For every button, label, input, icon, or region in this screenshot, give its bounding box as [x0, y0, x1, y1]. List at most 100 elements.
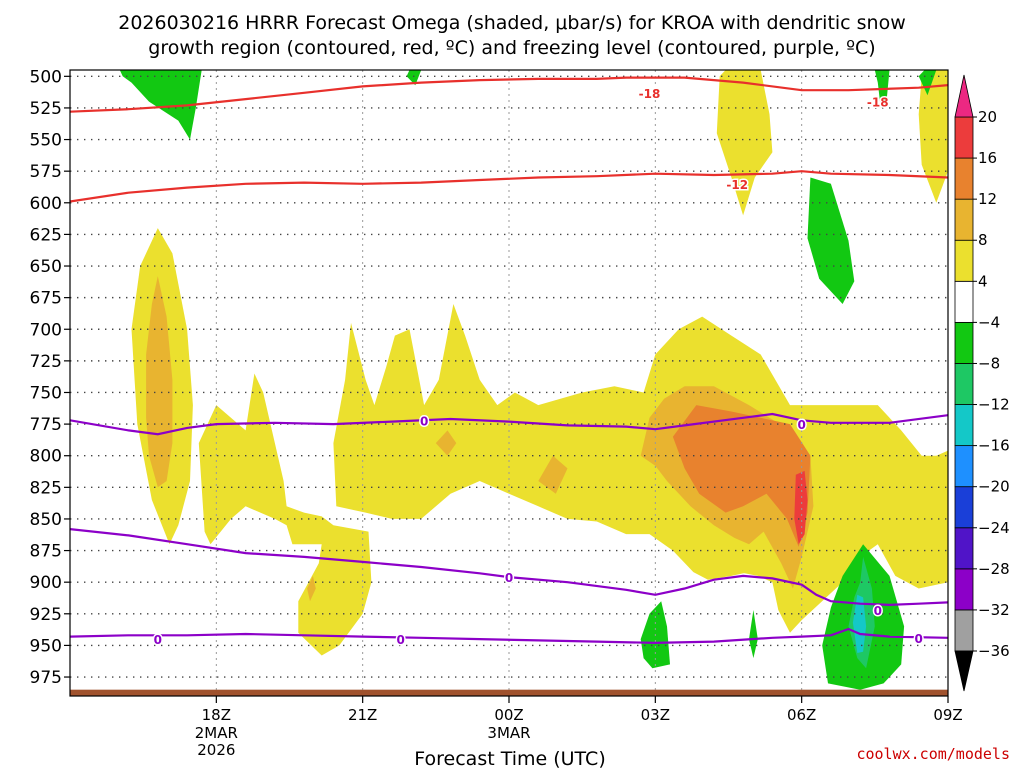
- dgz-contour-label: -18: [867, 96, 889, 110]
- colorbar-label: 16: [978, 149, 997, 167]
- freezing-contour-label: 0: [420, 414, 428, 428]
- dgz-contour--12: [70, 170, 948, 203]
- colorbar-segment: [954, 363, 974, 405]
- colorbar-label: 20: [978, 108, 997, 126]
- freezing-contour-label: 0: [797, 418, 805, 432]
- ground-bar: [70, 689, 948, 696]
- colorbar-segment: [954, 609, 974, 652]
- contour-labels: -18 -18 -12 0 0 0 0 0 0 0: [152, 85, 924, 648]
- colorbar-segment: [954, 198, 974, 241]
- omega-region-m4tom8: [1001, 215, 1024, 361]
- x-axis-label: Forecast Time (UTC): [414, 748, 605, 768]
- y-tick-label: 900: [30, 573, 62, 593]
- colorbar-segment: [954, 321, 974, 364]
- colorbar-label: −20: [978, 478, 1010, 496]
- x-tick-date: 3MAR: [487, 724, 530, 742]
- x-tick-label: 09Z: [933, 706, 962, 724]
- omega-region-m4tom8: [119, 70, 202, 140]
- freezing-level-contour: [70, 528, 948, 607]
- y-tick-label: 825: [30, 478, 62, 498]
- y-tick-label: 800: [30, 447, 62, 467]
- y-tick-label: 700: [30, 320, 62, 340]
- colorbar-label: −16: [978, 437, 1010, 455]
- x-tick-label: 21Z: [348, 706, 377, 724]
- colorbar-label: −24: [978, 519, 1010, 537]
- omega-shading: [119, 70, 1024, 690]
- omega-region-16to20: [794, 470, 808, 545]
- colorbar-label: 8: [978, 231, 988, 249]
- omega-region-8to12: [538, 455, 568, 494]
- y-tick-label: 650: [30, 257, 62, 277]
- dgz-contour-label: -18: [639, 87, 661, 101]
- colorbar-label: 12: [978, 190, 997, 208]
- y-tick-label: 725: [30, 352, 62, 372]
- y-tick-label: 775: [30, 415, 62, 435]
- grid-lines: [70, 70, 948, 696]
- colorbar-label: −4: [978, 313, 1000, 331]
- freezing-level-contour: [70, 412, 948, 436]
- omega-region-4to8: [198, 373, 372, 656]
- colorbar-segment: [954, 280, 974, 323]
- y-tick-label: 500: [30, 67, 62, 87]
- x-tick-label: 06Z: [787, 706, 816, 724]
- colorbar-segment: [954, 527, 974, 570]
- colorbar-segment: [954, 239, 974, 282]
- colorbar-segment: [954, 157, 974, 200]
- omega-region-m4tom8: [749, 610, 758, 659]
- colorbar-over-arrow: [954, 74, 974, 118]
- x-tick-year: 2026: [197, 741, 235, 759]
- colorbar-segment: [954, 404, 974, 447]
- y-tick-label: 600: [30, 194, 62, 214]
- chart-title-line-1: 2026030216 HRRR Forecast Omega (shaded, …: [118, 12, 906, 34]
- colorbar-segment: [954, 116, 974, 159]
- contour-lines: [70, 76, 948, 645]
- colorbar-segment: [954, 445, 974, 488]
- y-tick-label: 975: [30, 668, 62, 688]
- colorbar-segment: [954, 568, 974, 611]
- colorbar: −36 −32 −28 −24 −20 −16 −12 −8 −4 4 8 12 16 20: [954, 74, 1010, 692]
- chart-title-line-2: growth region (contoured, red, ºC) and f…: [148, 37, 875, 59]
- colorbar-label: −32: [978, 601, 1010, 619]
- colorbar-under-arrow: [954, 650, 974, 692]
- colorbar-label: −28: [978, 560, 1010, 578]
- colorbar-label: −12: [978, 396, 1010, 414]
- y-tick-label: 525: [30, 99, 62, 119]
- freezing-contour-label: 0: [397, 633, 405, 647]
- colorbar-label: −36: [978, 642, 1010, 660]
- y-tick-label: 575: [30, 162, 62, 182]
- credit-text: coolwx.com/models: [856, 745, 1010, 763]
- omega-region-12to16: [672, 405, 811, 547]
- y-tick-label: 925: [30, 605, 62, 625]
- omega-region-m12tom16: [852, 594, 867, 653]
- omega-region-4to8: [716, 70, 773, 216]
- omega-region-m4tom8: [406, 70, 422, 86]
- y-axis: 500 525 550 575 600 625 650 675 700 725 750 775 800 8…: [30, 67, 70, 688]
- y-tick-label: 675: [30, 289, 62, 309]
- freezing-contour-label: 0: [154, 633, 162, 647]
- omega-region-8to12: [435, 430, 457, 456]
- y-tick-label: 875: [30, 542, 62, 562]
- freezing-contour-label: 0: [915, 632, 923, 646]
- dgz-contour--18: [70, 76, 948, 113]
- colorbar-label: −8: [978, 354, 1000, 372]
- y-tick-label: 950: [30, 636, 62, 656]
- y-tick-label: 750: [30, 383, 62, 403]
- freezing-contour-label: 0: [874, 604, 882, 618]
- omega-region-8to12: [307, 575, 316, 602]
- freezing-level-contour: [70, 627, 948, 645]
- x-tick-label: 03Z: [641, 706, 670, 724]
- colorbar-label: 4: [978, 272, 988, 290]
- x-tick-label: 18Z: [202, 706, 231, 724]
- x-tick-label: 00Z: [494, 706, 523, 724]
- omega-region-m4tom8: [807, 177, 855, 304]
- colorbar-segment: [954, 486, 974, 529]
- y-tick-label: 625: [30, 225, 62, 245]
- x-tick-date: 2MAR: [195, 724, 238, 742]
- omega-region-4to8: [918, 70, 948, 203]
- dgz-contour-label: -12: [726, 178, 748, 192]
- freezing-contour-label: 0: [505, 571, 513, 585]
- y-tick-label: 850: [30, 510, 62, 530]
- y-tick-label: 550: [30, 131, 62, 151]
